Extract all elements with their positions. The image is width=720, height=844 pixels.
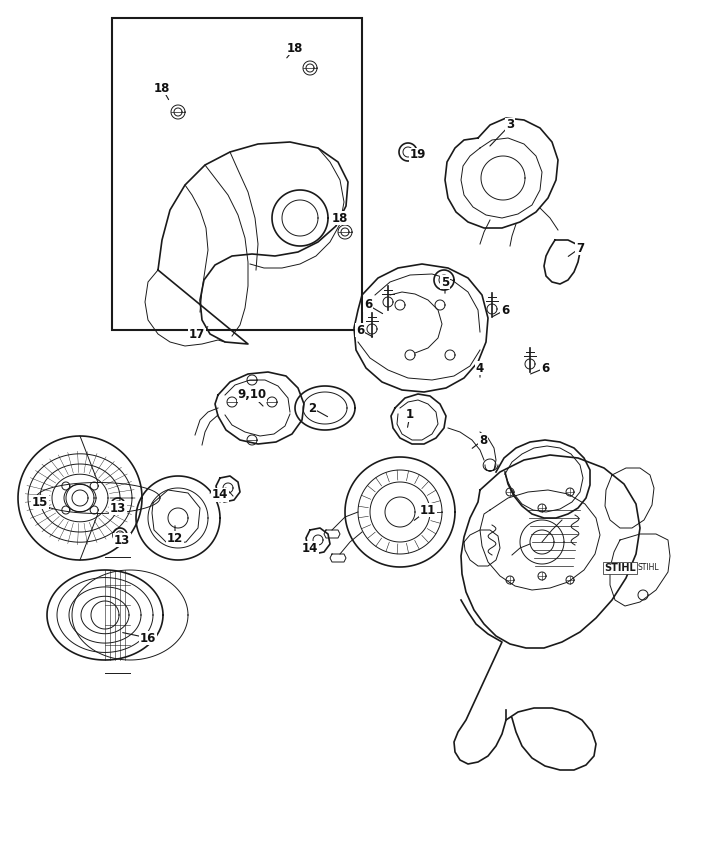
Text: 11: 11 — [420, 504, 436, 517]
Text: 18: 18 — [154, 82, 170, 95]
Text: 6: 6 — [501, 304, 509, 316]
Text: 7: 7 — [576, 241, 584, 255]
Text: STIHL: STIHL — [637, 564, 659, 572]
Text: 6: 6 — [364, 299, 372, 311]
Text: 4: 4 — [476, 361, 484, 375]
Text: 6: 6 — [356, 323, 364, 337]
Text: 18: 18 — [287, 41, 303, 55]
Text: 5: 5 — [441, 275, 449, 289]
Text: 14: 14 — [302, 542, 318, 555]
Text: 17: 17 — [189, 328, 205, 342]
Text: 12: 12 — [167, 532, 183, 544]
Text: 16: 16 — [140, 631, 156, 645]
Text: 8: 8 — [479, 434, 487, 446]
Bar — [112, 18, 362, 330]
Text: 14: 14 — [212, 489, 228, 501]
Text: 13: 13 — [110, 501, 126, 515]
Text: 6: 6 — [541, 361, 549, 375]
Text: 2: 2 — [308, 402, 316, 414]
Text: 9,10: 9,10 — [238, 388, 266, 402]
Text: 1: 1 — [406, 408, 414, 421]
Text: STIHL: STIHL — [604, 563, 636, 573]
Text: 13: 13 — [114, 533, 130, 547]
Text: 19: 19 — [410, 149, 426, 161]
Text: 3: 3 — [506, 118, 514, 132]
Text: 15: 15 — [32, 495, 48, 508]
Text: 18: 18 — [332, 212, 348, 225]
